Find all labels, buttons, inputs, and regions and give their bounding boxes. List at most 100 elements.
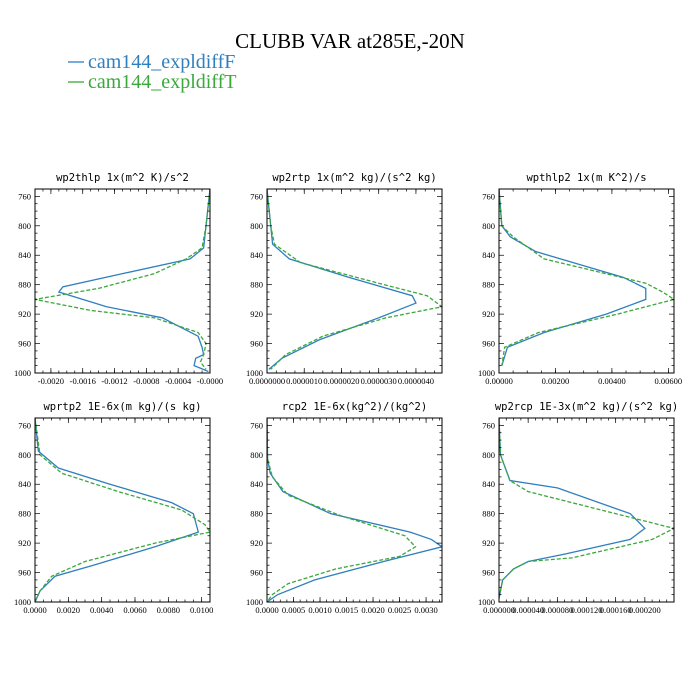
y-tick-label: 880	[482, 509, 495, 519]
panel-title: rcp2 1E-6x(kg^2)/(kg^2)	[282, 401, 427, 413]
panel-3: wpthlp2 1x(m K^2)/s 760 800 840 880 920 960 100…	[478, 172, 682, 386]
series-line-2	[267, 418, 417, 602]
panels: wp2thlp 1x(m^2 K)/s^2 760 800 840 880 920 960 1…	[14, 172, 682, 615]
panel-title: wp2rcp 1E-3x(m^2 kg)/(s^2 kg)	[495, 401, 678, 413]
x-tick-label: 0.00600	[655, 376, 683, 386]
x-tick-label: 0.0015	[335, 605, 358, 615]
plot-frame	[34, 188, 211, 374]
y-tick-label: 840	[18, 479, 31, 489]
y-tick-label: 960	[482, 568, 495, 578]
x-tick-label: 0.00200	[542, 376, 570, 386]
plot-frame	[498, 417, 675, 603]
x-tick-label: 0.0060	[123, 605, 146, 615]
y-tick-label: 880	[250, 509, 263, 519]
panel-4: wprtp2 1E-6x(m kg)/(s kg) 760 800 840 880 920…	[14, 401, 213, 615]
y-tick-label: 760	[482, 191, 495, 201]
x-tick-label: 0.0025	[388, 605, 411, 615]
y-tick-label: 800	[482, 450, 495, 460]
y-tick-label: 760	[18, 420, 31, 430]
x-tick-label: 0.0010	[308, 605, 331, 615]
x-tick-label: 0.000120	[571, 605, 603, 615]
x-tick-label: 0.000000	[483, 605, 515, 615]
x-tick-label: 0.0000	[255, 605, 278, 615]
x-tick-label: 0.0000010	[286, 376, 322, 386]
series-line-1	[499, 189, 647, 366]
y-tick-label: 960	[482, 339, 495, 349]
figure-title: CLUBB VAR at285E,-20N	[235, 29, 465, 53]
legend-label-2: cam144_expldiffT	[88, 71, 236, 93]
x-tick-label: 0.0005	[282, 605, 305, 615]
x-tick-label: 0.0020	[57, 605, 80, 615]
series-line-1	[267, 418, 442, 602]
y-tick-label: 1000	[478, 368, 495, 378]
series-line-2	[267, 189, 442, 370]
series-line-1	[35, 418, 200, 602]
y-tick-label: 840	[482, 479, 495, 489]
x-tick-label: 0.0100	[190, 605, 213, 615]
y-tick-label: 880	[18, 509, 31, 519]
x-tick-label: 0.0030	[414, 605, 437, 615]
legend-label-1: cam144_expldiffF	[88, 51, 235, 73]
y-tick-label: 960	[18, 339, 31, 349]
x-tick-label: 0.00400	[598, 376, 626, 386]
y-tick-label: 760	[250, 420, 263, 430]
y-tick-label: 920	[482, 538, 495, 548]
y-tick-label: 920	[18, 538, 31, 548]
plot-frame	[266, 188, 443, 374]
y-tick-label: 960	[250, 339, 263, 349]
panel-6: wp2rcp 1E-3x(m^2 kg)/(s^2 kg)760 800 840 88…	[478, 401, 678, 615]
x-tick-label: 0.0020	[361, 605, 384, 615]
y-tick-label: 1000	[246, 597, 263, 607]
y-tick-label: 800	[250, 221, 263, 231]
y-tick-label: 800	[250, 450, 263, 460]
series-line-1	[57, 189, 210, 373]
y-tick-label: 880	[18, 280, 31, 290]
y-tick-label: 760	[250, 191, 263, 201]
x-tick-label: 0.000040	[512, 605, 544, 615]
y-tick-label: 920	[18, 309, 31, 319]
y-tick-label: 1000	[478, 597, 495, 607]
y-tick-label: 760	[18, 191, 31, 201]
series-line-2	[499, 418, 674, 599]
x-tick-label: -0.0000	[197, 376, 223, 386]
y-tick-label: 840	[18, 250, 31, 260]
panel-title: wp2thlp 1x(m^2 K)/s^2	[56, 172, 189, 184]
x-tick-label: 0.0000000	[249, 376, 285, 386]
panel-2: wp2rtp 1x(m^2 kg)/(s^2 kg) 760 800 840 880 92…	[246, 172, 443, 386]
y-tick-label: 920	[250, 538, 263, 548]
panel-title: wpthlp2 1x(m K^2)/s	[526, 172, 646, 184]
plot-frame	[498, 188, 675, 374]
x-tick-label: -0.0004	[165, 376, 192, 386]
y-tick-label: 840	[482, 250, 495, 260]
y-tick-label: 920	[250, 309, 263, 319]
y-tick-label: 960	[250, 568, 263, 578]
y-tick-label: 920	[482, 309, 495, 319]
plot-frame	[266, 417, 443, 603]
y-tick-label: 880	[250, 280, 263, 290]
x-tick-label: -0.0020	[38, 376, 64, 386]
panel-5: rcp2 1E-6x(kg^2)/(kg^2) 760 800 840 880 920 96…	[246, 401, 443, 615]
series-line-2	[499, 189, 674, 366]
y-tick-label: 800	[18, 221, 31, 231]
series-line-2	[35, 189, 210, 370]
x-tick-label: -0.0012	[101, 376, 127, 386]
series-line-1	[267, 189, 417, 370]
y-tick-label: 760	[482, 420, 495, 430]
x-tick-label: 0.000160	[600, 605, 632, 615]
x-tick-label: -0.0016	[70, 376, 96, 386]
x-tick-label: 0.0000040	[398, 376, 434, 386]
x-tick-label: 0.0000030	[361, 376, 397, 386]
series-line-1	[499, 418, 646, 599]
x-tick-label: 0.0080	[157, 605, 180, 615]
y-tick-label: 800	[482, 221, 495, 231]
x-tick-label: 0.000200	[629, 605, 661, 615]
x-tick-label: -0.0008	[133, 376, 159, 386]
panel-title: wprtp2 1E-6x(m kg)/(s kg)	[43, 401, 201, 413]
y-tick-label: 1000	[14, 597, 31, 607]
y-tick-label: 960	[18, 568, 31, 578]
x-tick-label: 0.0000	[23, 605, 46, 615]
y-tick-label: 840	[250, 479, 263, 489]
plot-frame	[34, 417, 211, 603]
